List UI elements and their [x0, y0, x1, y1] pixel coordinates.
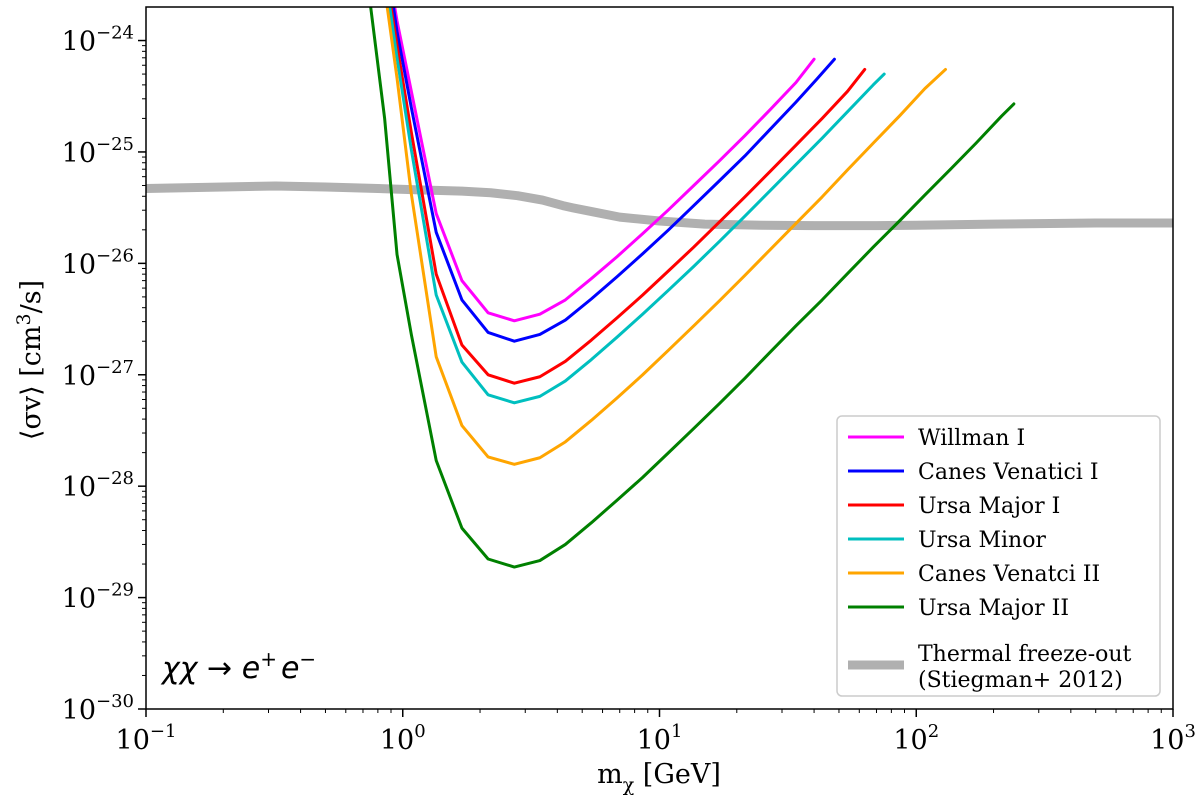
series-line-canes-venatici-i	[391, 7, 836, 343]
x-tick-label: 100	[380, 721, 426, 756]
legend-label-ursa-minor: Ursa Minor	[918, 528, 1046, 553]
reaction-annotation: χχ → e+ e−	[160, 647, 316, 686]
series-line-ursa-major-i	[389, 7, 867, 385]
y-tick-label: 10−26	[62, 245, 134, 280]
series-line-ursa-major-ii	[369, 7, 1016, 569]
series-line-canes-venatci-ii	[385, 7, 947, 466]
x-tick-label: 103	[1150, 721, 1196, 756]
y-tick-label: 10−25	[62, 134, 134, 169]
y-tick-label: 10−24	[62, 23, 134, 58]
legend-label-thermal-freeze-out: Thermal freeze-out	[918, 642, 1132, 667]
x-tick-label: 102	[893, 721, 939, 756]
series-line-thermal-freeze-out	[146, 181, 1173, 231]
y-tick-label: 10−30	[62, 691, 134, 726]
legend-label-ursa-major-i: Ursa Major I	[918, 494, 1060, 519]
legend-label-ursa-major-ii: Ursa Major II	[918, 596, 1069, 621]
y-tick-label: 10−27	[62, 357, 134, 392]
x-axis-label: mχ [GeV]	[597, 759, 721, 796]
legend-label-thermal-freeze-out-line2: (Stiegman+ 2012)	[918, 668, 1123, 693]
legend-label-willman-i: Willman I	[918, 426, 1025, 451]
series-line-ursa-minor	[388, 7, 886, 405]
legend-label-canes-venatici-i: Canes Venatici I	[918, 460, 1099, 485]
ticks-layer: 10−1 100 101 102 103 10−30 10−29 10−28 10−27 10−2…	[62, 23, 1196, 756]
legend-box	[836, 415, 1161, 697]
legend: Willman I Canes Venatici I Ursa Major I Urs…	[836, 415, 1161, 697]
y-tick-label: 10−28	[62, 468, 134, 503]
x-tick-label: 101	[637, 721, 683, 756]
y-axis-label: ⟨σv⟩ [cm3/s]	[13, 280, 47, 440]
series-layer	[146, 7, 1173, 569]
y-tick-label: 10−29	[62, 580, 134, 615]
legend-label-canes-venatci-ii: Canes Venatci II	[918, 562, 1100, 587]
series-line-willman-i	[393, 7, 816, 323]
x-tick-label: 10−1	[116, 721, 177, 756]
